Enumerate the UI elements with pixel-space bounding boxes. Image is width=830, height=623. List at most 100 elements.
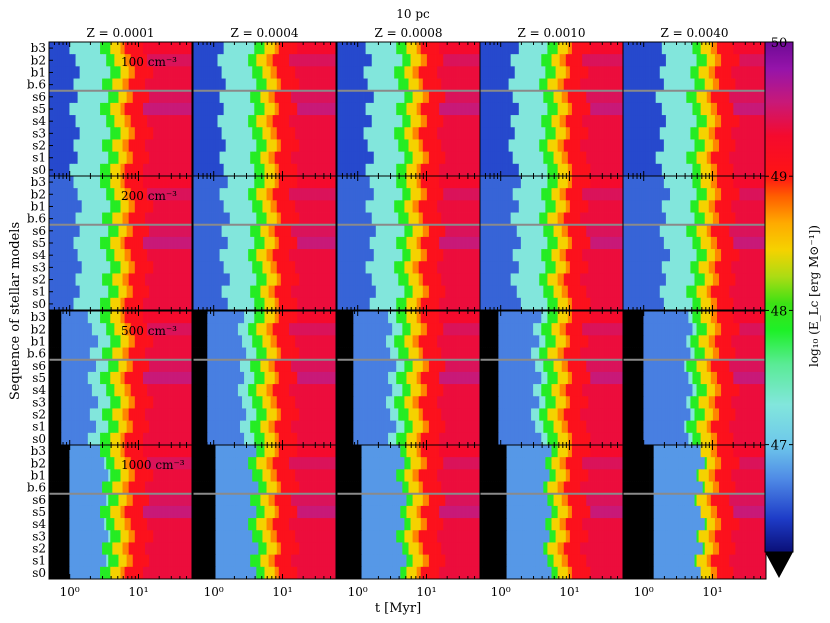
cell xyxy=(169,261,172,274)
cell xyxy=(596,102,599,116)
cell xyxy=(201,54,204,67)
cell xyxy=(351,139,354,153)
cell xyxy=(651,127,655,140)
cell xyxy=(723,90,726,104)
cell xyxy=(325,188,329,201)
cell xyxy=(183,188,187,201)
cell xyxy=(337,66,340,79)
cell xyxy=(233,176,237,189)
cell xyxy=(571,163,575,177)
cell xyxy=(639,127,642,140)
cell xyxy=(757,66,761,79)
cell xyxy=(67,54,70,67)
cell xyxy=(197,54,200,67)
cell xyxy=(625,127,628,140)
cell xyxy=(274,66,278,79)
cell xyxy=(229,188,233,201)
cell xyxy=(248,115,251,128)
cell xyxy=(441,115,444,128)
panel-d1-z0 xyxy=(49,176,193,311)
cell xyxy=(61,54,64,67)
cell xyxy=(173,249,177,262)
cell xyxy=(445,163,448,177)
cell xyxy=(396,78,399,92)
cell xyxy=(492,54,495,67)
cell xyxy=(151,151,154,165)
cell xyxy=(551,163,554,177)
cell xyxy=(87,200,91,213)
cell xyxy=(329,115,333,128)
cell xyxy=(157,176,160,189)
cell xyxy=(65,139,68,153)
cell xyxy=(81,236,85,250)
cell xyxy=(737,42,740,55)
cell xyxy=(124,163,128,177)
cell xyxy=(537,90,540,104)
cell xyxy=(535,102,538,116)
cell xyxy=(173,297,177,311)
cell xyxy=(555,42,559,55)
cell xyxy=(286,54,290,67)
cell xyxy=(71,188,74,201)
cell xyxy=(371,115,375,128)
cell xyxy=(396,139,399,153)
cell xyxy=(100,102,103,116)
cell xyxy=(661,163,665,177)
cell xyxy=(102,200,105,213)
cell xyxy=(286,151,290,165)
cell xyxy=(171,115,175,128)
cell xyxy=(486,151,489,165)
cell xyxy=(53,163,56,177)
cell xyxy=(333,127,337,140)
cell xyxy=(573,90,577,104)
cell xyxy=(284,42,288,55)
cell xyxy=(375,66,379,79)
cell xyxy=(225,163,229,177)
cell xyxy=(272,163,276,177)
cell xyxy=(496,163,499,177)
cell xyxy=(361,102,364,116)
cell xyxy=(75,115,78,128)
cell xyxy=(112,212,115,226)
cell xyxy=(145,188,148,201)
cell xyxy=(252,163,255,177)
cell xyxy=(355,127,358,140)
cell xyxy=(95,163,99,177)
cell xyxy=(286,42,290,55)
cell xyxy=(400,127,403,140)
cell xyxy=(373,115,377,128)
cell xyxy=(590,90,593,104)
cell xyxy=(205,54,208,67)
cell xyxy=(93,42,97,55)
cell xyxy=(106,236,109,250)
cell xyxy=(604,42,608,55)
cell xyxy=(175,188,179,201)
cell xyxy=(173,127,177,140)
cell xyxy=(524,102,528,116)
cell xyxy=(510,139,514,153)
cell xyxy=(203,163,206,177)
cell xyxy=(333,102,337,116)
cell xyxy=(325,139,329,153)
cell xyxy=(100,163,103,177)
cell xyxy=(213,200,216,213)
cell xyxy=(227,90,231,104)
cell xyxy=(147,78,150,92)
cell xyxy=(604,78,608,92)
cell xyxy=(706,78,710,92)
cell xyxy=(85,78,89,92)
cell xyxy=(286,78,290,92)
cell xyxy=(751,127,755,140)
cell xyxy=(244,176,247,189)
cell xyxy=(235,176,239,189)
cell xyxy=(377,102,381,116)
cell xyxy=(183,54,187,67)
cell xyxy=(676,163,679,177)
cell xyxy=(305,151,308,165)
cell xyxy=(398,151,401,165)
cell xyxy=(244,42,247,55)
cell xyxy=(201,102,204,116)
cell xyxy=(118,42,121,55)
cell xyxy=(163,273,166,287)
cell xyxy=(410,139,413,153)
